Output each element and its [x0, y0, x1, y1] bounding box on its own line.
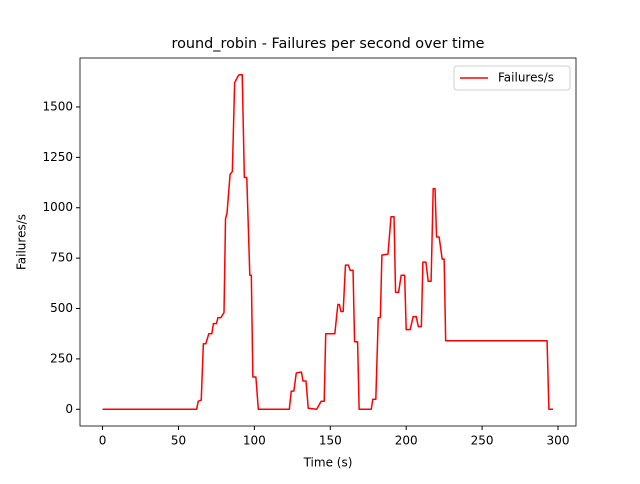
- x-tick-label: 50: [171, 434, 186, 448]
- y-tick-label: 1000: [42, 200, 73, 214]
- x-tick-label: 300: [547, 434, 570, 448]
- y-tick-label: 0: [65, 402, 73, 416]
- y-axis-label: Failures/s: [15, 214, 29, 270]
- y-tick-label: 1500: [42, 99, 73, 113]
- x-tick-label: 0: [99, 434, 107, 448]
- axes-frame: [79, 57, 577, 427]
- legend-label: Failures/s: [498, 71, 554, 85]
- x-tick-label: 100: [243, 434, 266, 448]
- y-tick-label: 500: [50, 301, 73, 315]
- legend-box: [453, 65, 571, 91]
- y-tick-label: 250: [50, 351, 73, 365]
- x-tick-label: 200: [395, 434, 418, 448]
- y-tick-label: 750: [50, 251, 73, 265]
- x-tick-label: 150: [319, 434, 342, 448]
- chart-title: round_robin - Failures per second over t…: [172, 36, 485, 52]
- x-tick-label: 250: [471, 434, 494, 448]
- x-axis-label: Time (s): [303, 456, 353, 470]
- y-tick-label: 1250: [42, 150, 73, 164]
- data-line: [102, 73, 553, 411]
